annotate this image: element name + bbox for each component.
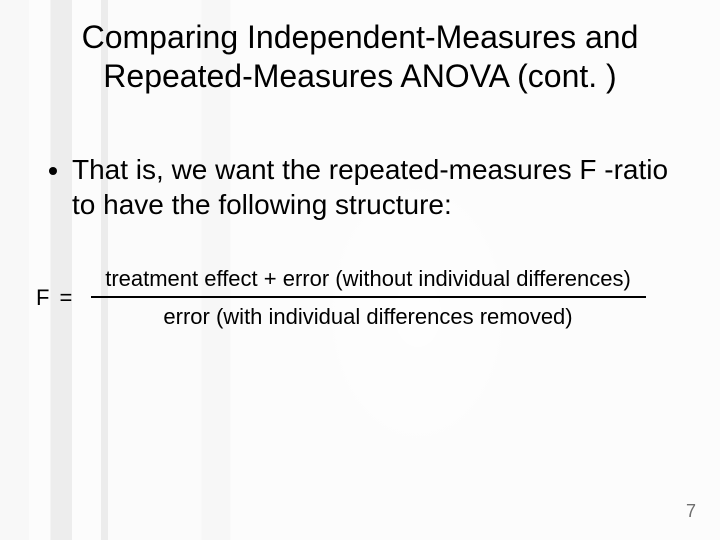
slide-title: Comparing Independent-Measures and Repea… xyxy=(30,18,690,96)
body-text: That is, we want the repeated-measures F… xyxy=(40,152,680,222)
formula-fraction: treatment effect + error (without indivi… xyxy=(91,266,646,330)
formula-numerator: treatment effect + error (without indivi… xyxy=(105,266,631,292)
page-number: 7 xyxy=(686,501,696,522)
slide: Comparing Independent-Measures and Repea… xyxy=(0,0,720,540)
bullet-list: That is, we want the repeated-measures F… xyxy=(40,152,680,222)
f-ratio-formula: F = treatment effect + error (without in… xyxy=(36,266,646,330)
formula-denominator: error (with individual differences remov… xyxy=(163,304,572,330)
bullet-item: That is, we want the repeated-measures F… xyxy=(72,152,680,222)
formula-bar xyxy=(91,296,646,298)
formula-lhs: F = xyxy=(36,285,83,311)
